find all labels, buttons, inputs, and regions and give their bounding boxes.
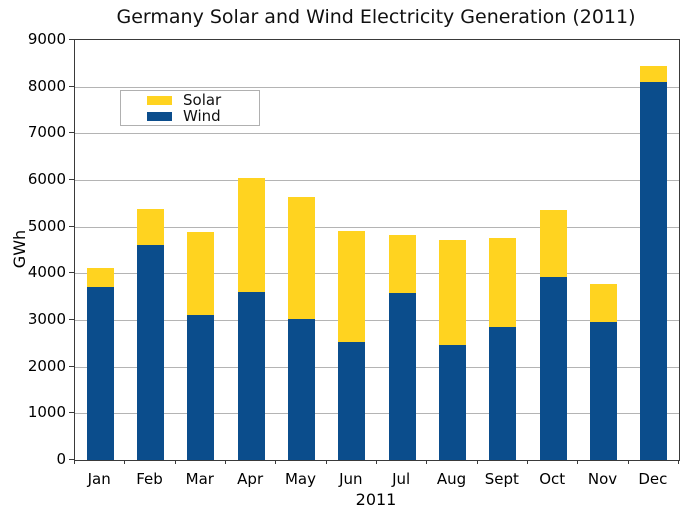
y-tick-7000 (69, 132, 74, 134)
bar-mar-wind (187, 314, 215, 460)
y-tick-label-6000: 6000 (27, 170, 66, 188)
x-tick-5 (325, 460, 327, 464)
legend: Solar Wind (120, 90, 260, 126)
x-tick-label-mar: Mar (185, 470, 214, 488)
x-tick-2 (174, 460, 176, 464)
x-tick-7 (426, 460, 428, 464)
x-tick-label-dec: Dec (638, 470, 668, 488)
x-tick-label-apr: Apr (237, 470, 264, 488)
x-tick-8 (476, 460, 478, 464)
bar-apr-wind (237, 292, 265, 460)
plot-area: Solar Wind (74, 39, 680, 461)
gridline-6000 (75, 180, 679, 181)
gridline-5000 (75, 226, 679, 228)
bar-nov-solar (590, 284, 617, 322)
y-tick-9000 (69, 39, 74, 40)
x-tick-label-feb: Feb (136, 470, 163, 488)
y-tick-6000 (69, 179, 74, 180)
bar-aug-solar (439, 239, 466, 345)
bar-sept-solar (489, 238, 517, 327)
bar-mar-solar (187, 232, 215, 315)
y-tick-label-3000: 3000 (27, 310, 66, 328)
x-tick-12 (678, 460, 679, 464)
x-tick-label-nov: Nov (587, 470, 618, 488)
y-tick-label-5000: 5000 (27, 216, 66, 235)
y-tick-label-7000: 7000 (27, 123, 66, 142)
x-tick-10 (577, 460, 579, 464)
bar-feb-wind (137, 245, 164, 460)
y-tick-2000 (69, 365, 74, 367)
bar-jul-solar (388, 235, 416, 294)
bar-dec-wind (640, 82, 668, 460)
bar-oct-solar (539, 209, 567, 277)
bar-apr-solar (237, 177, 265, 293)
gridline-2000 (75, 366, 679, 368)
y-tick-5000 (69, 225, 74, 227)
x-tick-label-may: May (284, 470, 316, 488)
y-tick-label-4000: 4000 (27, 263, 66, 282)
gridline-7000 (75, 133, 679, 135)
y-tick-3000 (69, 319, 74, 320)
x-axis-label: 2011 (355, 490, 397, 509)
legend-row-solar: Solar (147, 92, 259, 108)
bar-aug-wind (439, 344, 466, 460)
bar-jul-wind (388, 293, 416, 460)
y-tick-0 (69, 459, 74, 460)
gridline-1000 (75, 413, 679, 415)
chart-title: Germany Solar and Wind Electricity Gener… (116, 6, 636, 28)
x-tick-6 (376, 460, 377, 464)
y-tick-label-9000: 9000 (27, 30, 66, 48)
legend-swatch-solar-icon (147, 95, 172, 105)
x-tick-label-jan: Jan (87, 470, 111, 488)
y-tick-4000 (69, 272, 74, 274)
gridline-8000 (75, 86, 679, 88)
bar-may-solar (288, 196, 315, 320)
legend-label-solar: Solar (183, 91, 222, 109)
x-tick-label-jun: Jun (339, 470, 363, 488)
y-tick-1000 (69, 412, 74, 414)
bar-dec-solar (640, 65, 668, 82)
x-tick-1 (124, 460, 126, 464)
x-tick-label-sept: Sept (484, 470, 519, 488)
gridline-3000 (75, 320, 679, 321)
y-tick-label-0: 0 (56, 450, 66, 468)
y-tick-8000 (69, 85, 74, 87)
legend-swatch-wind-icon (147, 111, 172, 121)
x-tick-11 (627, 460, 629, 464)
y-tick-label-2000: 2000 (27, 356, 66, 375)
bar-oct-wind (539, 276, 567, 460)
bar-sept-wind (489, 326, 517, 460)
x-tick-0 (74, 460, 75, 464)
y-tick-label-1000: 1000 (27, 403, 66, 422)
bar-nov-wind (590, 321, 617, 460)
x-tick-label-jul: Jul (392, 470, 411, 488)
x-tick-3 (225, 460, 226, 464)
bar-jan-wind (86, 286, 114, 460)
x-tick-label-aug: Aug (436, 470, 467, 488)
gridline-4000 (75, 273, 679, 275)
bar-may-wind (288, 319, 315, 460)
x-tick-4 (275, 460, 277, 464)
legend-row-wind: Wind (147, 108, 259, 124)
bar-jan-solar (86, 268, 114, 287)
bar-jun-solar (338, 231, 366, 342)
legend-label-wind: Wind (183, 107, 221, 125)
y-tick-label-8000: 8000 (27, 76, 66, 95)
bar-jun-wind (338, 341, 366, 460)
x-tick-label-oct: Oct (539, 470, 566, 488)
bar-feb-solar (137, 208, 164, 246)
x-tick-9 (527, 460, 528, 464)
